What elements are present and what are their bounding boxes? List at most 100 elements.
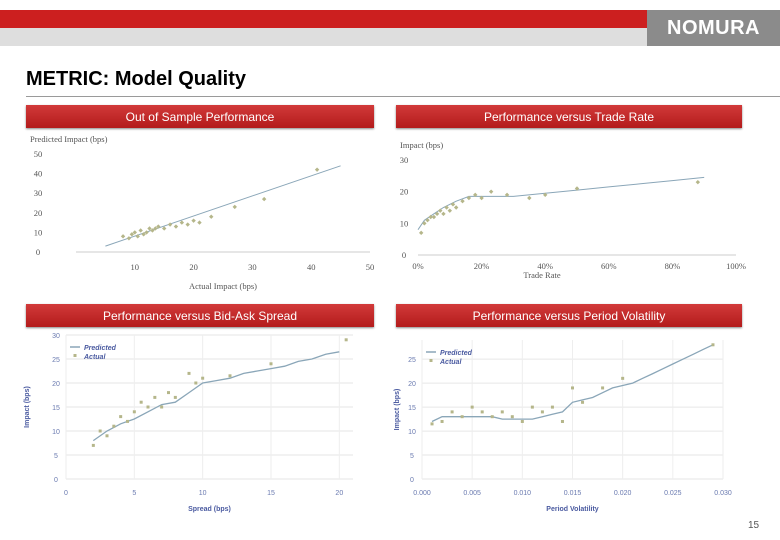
actual-point <box>269 362 273 366</box>
data-point <box>504 192 510 198</box>
data-point <box>428 214 433 220</box>
data-point <box>135 234 140 239</box>
y-tick-label: 30 <box>52 333 60 340</box>
data-point <box>173 224 179 229</box>
actual-point <box>500 410 504 414</box>
actual-point <box>98 429 102 433</box>
y-tick-label: 10 <box>400 218 409 228</box>
x-tick-label: 100% <box>726 261 746 271</box>
actual-point <box>460 415 464 419</box>
x-tick-label: 0.020 <box>614 490 632 497</box>
actual-point <box>581 400 585 404</box>
y-tick-label: 15 <box>52 405 60 412</box>
y-tick-label: 25 <box>52 357 60 364</box>
x-tick-label: 0 <box>64 490 68 497</box>
chart-bid-ask: 0 5 10 15 20 25 30 0 5 10 15 20 Impact (bps) Spread (… <box>24 333 353 513</box>
actual-point <box>510 415 514 419</box>
nomura-logo: NOMURA <box>647 10 780 46</box>
actual-point <box>430 422 434 426</box>
data-point <box>209 214 214 219</box>
x-tick-label: 15 <box>267 490 275 497</box>
data-point <box>447 208 452 213</box>
actual-point <box>571 386 574 390</box>
y-tick-label: 20 <box>400 187 409 197</box>
data-point <box>179 220 185 225</box>
data-point <box>147 226 152 231</box>
actual-point <box>530 405 534 409</box>
x-tick-label: 20 <box>189 262 198 272</box>
chart-trade-rate: Impact (bps) 0 10 20 30 0% 20% 40% 60% 80% 100% Tra… <box>400 140 746 280</box>
actual-point <box>550 405 554 409</box>
chart-out-of-sample: Predicted Impact (bps) 0 10 20 30 40 50 10 20 30 4… <box>30 134 375 291</box>
actual-point <box>194 381 198 385</box>
data-point <box>141 232 146 237</box>
actual-point <box>119 415 123 419</box>
x-tick-label: 40% <box>537 261 553 271</box>
actual-point <box>112 424 116 428</box>
x-tick-label: 0% <box>412 261 423 271</box>
y-axis-label: Impact (bps) <box>394 389 401 431</box>
actual-point <box>132 410 136 414</box>
x-axis-label: Spread (bps) <box>188 506 231 513</box>
x-tick-label: 0.025 <box>664 490 682 497</box>
y-tick-label: 30 <box>400 155 409 165</box>
y-tick-label: 40 <box>34 169 43 179</box>
page-title: METRIC: Model Quality <box>26 68 246 90</box>
y-tick-label: 20 <box>408 381 416 388</box>
data-point <box>129 232 135 237</box>
data-point <box>167 222 173 227</box>
y-tick-label: 5 <box>54 453 58 460</box>
y-tick-label: 0 <box>54 477 58 484</box>
legend-actual-label: Actual <box>83 354 106 361</box>
x-tick-label: 60% <box>601 261 617 271</box>
data-point <box>156 224 161 229</box>
y-tick-label: 30 <box>34 188 43 198</box>
y-tick-label: 20 <box>52 381 60 388</box>
data-point <box>418 230 424 236</box>
y-tick-label: 10 <box>408 429 416 436</box>
data-point <box>162 226 167 231</box>
data-point <box>261 196 267 202</box>
actual-point <box>105 434 109 438</box>
data-point <box>138 228 143 233</box>
actual-point <box>480 410 484 414</box>
y-tick-label: 25 <box>408 357 416 364</box>
legend-actual-swatch <box>429 359 433 362</box>
data-point <box>450 202 456 207</box>
data-point <box>441 211 446 217</box>
y-tick-label: 5 <box>410 453 414 460</box>
panel-header-out-of-sample: Out of Sample Performance <box>26 105 374 128</box>
data-point <box>425 217 430 223</box>
data-point <box>527 195 532 201</box>
x-tick-label: 0.000 <box>413 490 431 497</box>
actual-point <box>153 395 157 399</box>
x-tick-label: 0.030 <box>714 490 732 497</box>
panel-header-bid-ask: Performance versus Bid-Ask Spread <box>26 304 374 327</box>
title-divider <box>26 96 780 97</box>
actual-point <box>167 391 170 395</box>
y-axis-label: Impact (bps) <box>24 386 31 428</box>
x-tick-label: 30 <box>248 262 257 272</box>
data-point <box>444 205 449 210</box>
data-point <box>191 218 196 223</box>
actual-point <box>540 410 544 414</box>
legend-predicted-label: Predicted <box>440 350 473 357</box>
x-tick-label: 80% <box>665 261 681 271</box>
data-point <box>314 167 320 172</box>
x-tick-label: 0.010 <box>514 490 532 497</box>
data-point <box>453 205 459 210</box>
actual-point <box>621 376 625 380</box>
data-point <box>431 214 437 220</box>
actual-point <box>470 405 474 409</box>
y-tick-label: 10 <box>52 429 60 436</box>
x-tick-label: 5 <box>132 490 136 497</box>
actual-point <box>160 405 164 409</box>
actual-point <box>201 376 205 380</box>
y-tick-label: 0 <box>402 250 406 260</box>
data-point <box>460 198 465 204</box>
actual-point <box>344 338 348 342</box>
actual-point <box>450 410 454 414</box>
data-point <box>488 189 494 194</box>
panel-header-volatility: Performance versus Period Volatility <box>396 304 742 327</box>
x-tick-label: 50 <box>366 262 375 272</box>
